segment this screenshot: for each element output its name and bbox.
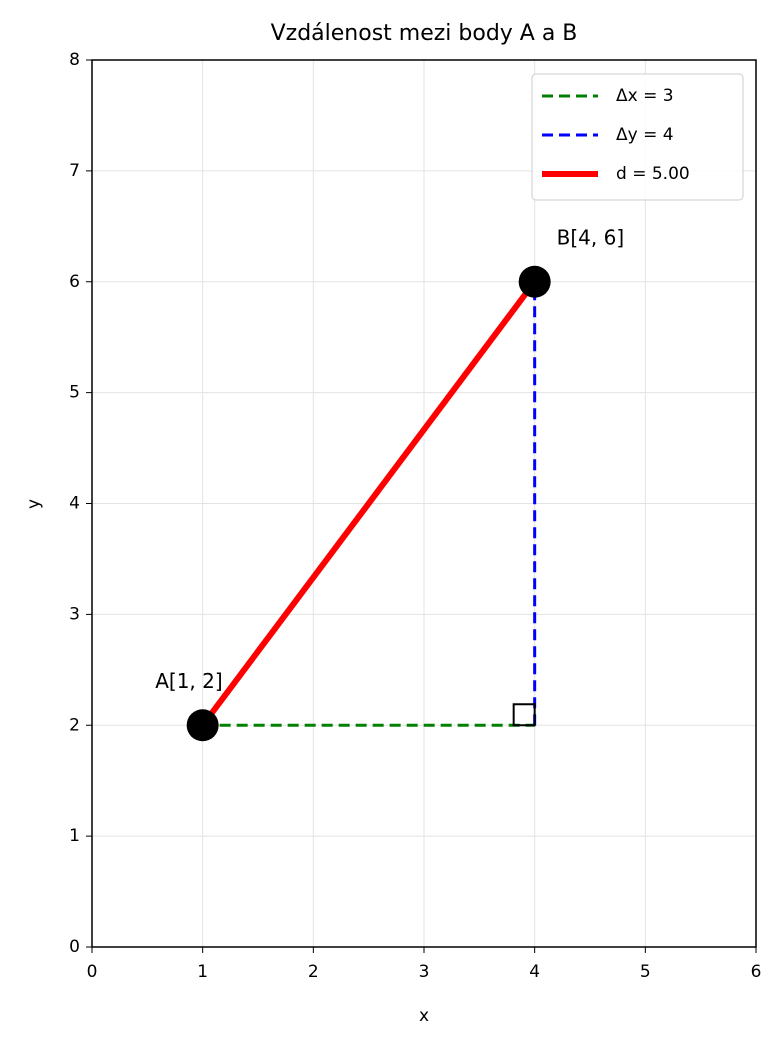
x-tick-label: 5: [640, 962, 651, 982]
x-tick-label: 4: [529, 962, 540, 982]
x-tick-label: 2: [308, 962, 319, 982]
y-tick-label: 2: [69, 715, 80, 735]
point: [186, 709, 219, 742]
y-tick-label: 0: [69, 937, 80, 957]
legend-label: Δy = 4: [616, 125, 674, 145]
series-line: [200, 279, 538, 728]
x-tick-label: 3: [419, 962, 430, 982]
legend-label: Δx = 3: [616, 86, 674, 106]
y-axis-label: y: [24, 499, 44, 509]
chart-title: Vzdálenost mezi body A a B: [271, 21, 578, 46]
y-tick-label: 4: [69, 494, 80, 514]
right-angle-marker: [512, 703, 536, 727]
x-tick-label: 1: [197, 962, 208, 982]
point: [518, 265, 551, 298]
y-tick-label: 7: [69, 161, 80, 181]
y-tick-label: 3: [69, 604, 80, 624]
legend-box: [531, 73, 744, 201]
x-tick-label: 6: [751, 962, 762, 982]
y-tick-label: 8: [69, 50, 80, 70]
x-tick-label: 0: [87, 962, 98, 982]
y-tick-label: 5: [69, 383, 80, 403]
point-label: B[4, 6]: [557, 225, 625, 249]
legend: Δx = 3 Δy = 4 d = 5.00: [531, 73, 744, 201]
y-tick-label: 1: [69, 826, 80, 846]
y-tick-label: 6: [69, 272, 80, 292]
plot-frame: [91, 59, 757, 948]
point-label: A[1, 2]: [155, 669, 222, 693]
legend-label: d = 5.00: [616, 164, 690, 184]
x-axis-label: x: [419, 1006, 429, 1026]
